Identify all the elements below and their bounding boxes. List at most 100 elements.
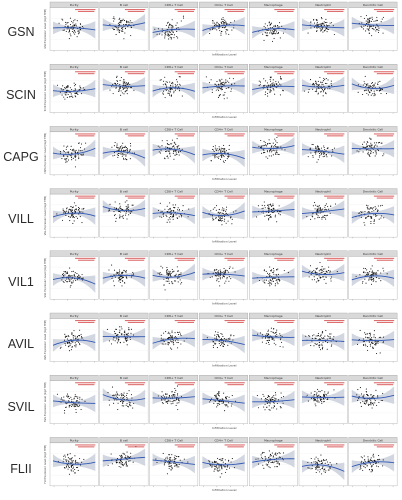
data-point: [121, 334, 123, 336]
data-point: [309, 265, 312, 267]
data-point: [70, 470, 72, 472]
data-point: [262, 144, 264, 147]
correlation-annotation: [324, 257, 345, 259]
data-point: [220, 149, 222, 151]
data-point: [73, 273, 75, 275]
data-point: [367, 215, 370, 217]
data-point: [173, 462, 175, 464]
data-point: [215, 274, 217, 277]
data-point: [224, 403, 226, 406]
data-point: [267, 329, 269, 331]
data-point: [266, 34, 268, 36]
data-point: [212, 208, 214, 210]
data-point: [373, 220, 375, 222]
data-point: [174, 83, 176, 85]
data-point: [279, 37, 281, 39]
data-point: [221, 217, 223, 219]
data-point: [316, 23, 318, 25]
data-point: [376, 352, 378, 355]
fit-line: [301, 24, 345, 29]
data-point: [61, 219, 64, 221]
data-point: [106, 328, 108, 330]
data-point: [214, 28, 216, 30]
data-point: [275, 25, 277, 28]
data-point: [363, 222, 365, 224]
data-point: [118, 461, 120, 463]
data-point: [68, 336, 70, 338]
data-point: [128, 390, 130, 392]
data-point: [167, 458, 169, 460]
data-point: [209, 29, 211, 31]
data-point: [63, 396, 65, 398]
data-point: [220, 152, 222, 154]
data-point: [68, 31, 70, 33]
data-point: [118, 27, 120, 29]
data-point: [165, 34, 167, 36]
data-point: [171, 82, 173, 84]
data-point: [126, 148, 129, 150]
data-point: [67, 346, 69, 348]
pvalue-annotation: [277, 321, 294, 323]
data-point: [172, 204, 174, 206]
data-point: [326, 394, 328, 396]
data-point: [163, 338, 165, 340]
data-point: [120, 147, 122, 149]
data-point: [70, 27, 72, 30]
data-point: [273, 338, 275, 340]
data-point: [71, 206, 73, 209]
data-point: [171, 281, 173, 283]
data-point: [124, 332, 126, 334]
data-point: [73, 404, 75, 406]
data-point: [275, 454, 277, 456]
data-point: [121, 92, 123, 94]
data-point: [178, 273, 181, 276]
data-point: [219, 399, 221, 401]
data-point: [173, 270, 175, 272]
data-point: [231, 29, 233, 31]
data-point: [214, 466, 216, 468]
pvalue-annotation: [376, 10, 394, 12]
data-point: [187, 461, 189, 463]
data-point: [170, 143, 172, 145]
data-point: [376, 28, 378, 31]
data-point: [176, 209, 178, 211]
data-point: [75, 96, 77, 98]
data-point: [76, 340, 78, 342]
data-point: [266, 406, 268, 408]
data-point: [282, 90, 284, 92]
data-point: [312, 144, 314, 146]
data-point: [217, 394, 219, 396]
data-point: [222, 94, 224, 96]
data-point: [270, 204, 272, 206]
data-point: [224, 271, 226, 273]
data-point: [317, 400, 319, 402]
data-point: [164, 289, 166, 291]
data-point: [122, 452, 124, 454]
data-point: [307, 32, 309, 34]
data-point: [224, 159, 226, 162]
data-point: [272, 79, 274, 81]
data-point: [324, 79, 326, 81]
data-point: [70, 466, 73, 468]
data-point: [65, 94, 67, 96]
data-point: [279, 214, 281, 216]
data-point: [72, 281, 74, 283]
data-point: [310, 462, 313, 464]
data-point: [166, 140, 168, 142]
data-point: [234, 83, 236, 85]
data-point: [272, 456, 274, 458]
data-point: [156, 461, 158, 464]
data-point: [368, 21, 370, 24]
data-point: [370, 221, 372, 223]
data-point: [211, 466, 213, 468]
data-point: [316, 267, 318, 269]
data-point: [212, 215, 214, 217]
data-point: [369, 343, 371, 345]
data-point: [75, 459, 77, 462]
panel-title: B cell: [120, 3, 128, 7]
data-point: [126, 451, 128, 453]
data-point: [121, 275, 123, 277]
data-point: [368, 28, 370, 30]
data-point: [166, 81, 168, 83]
data-point: [314, 270, 316, 272]
